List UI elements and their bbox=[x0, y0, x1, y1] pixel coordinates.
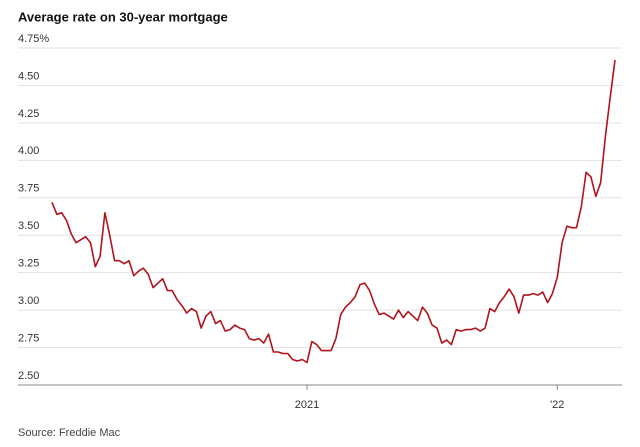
y-tick-label: 3.50 bbox=[18, 220, 39, 232]
source-note: Source: Freddie Mac bbox=[18, 427, 121, 439]
x-tick-label: '22 bbox=[550, 399, 564, 411]
y-tick-label: 4.25 bbox=[18, 108, 39, 120]
chart-title: Average rate on 30-year mortgage bbox=[18, 9, 228, 24]
y-tick-label: 2.75 bbox=[18, 332, 39, 344]
series-line bbox=[51, 59, 616, 364]
y-tick-label: 3.25 bbox=[18, 258, 39, 270]
y-tick-label: 3.75 bbox=[18, 183, 39, 195]
y-tick-label: 3.00 bbox=[18, 295, 39, 307]
y-tick-label: 2.50 bbox=[18, 370, 39, 382]
y-tick-label: 4.00 bbox=[18, 145, 39, 157]
y-tick-label: 4.75% bbox=[18, 33, 49, 45]
y-tick-label: 4.50 bbox=[18, 70, 39, 82]
x-tick-label: 2021 bbox=[295, 399, 319, 411]
